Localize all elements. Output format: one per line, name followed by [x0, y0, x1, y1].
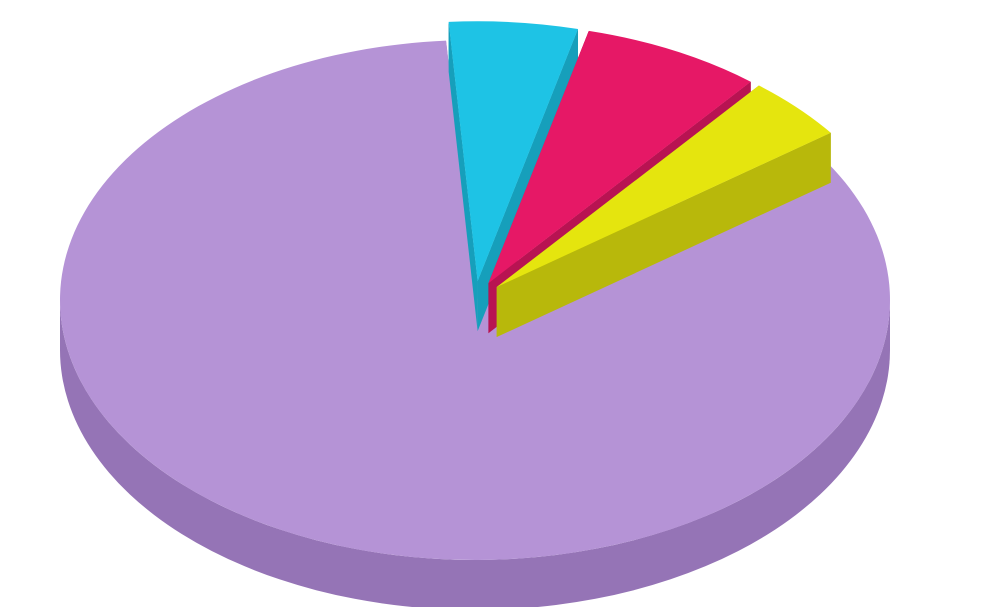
pie-chart	[0, 0, 1005, 607]
